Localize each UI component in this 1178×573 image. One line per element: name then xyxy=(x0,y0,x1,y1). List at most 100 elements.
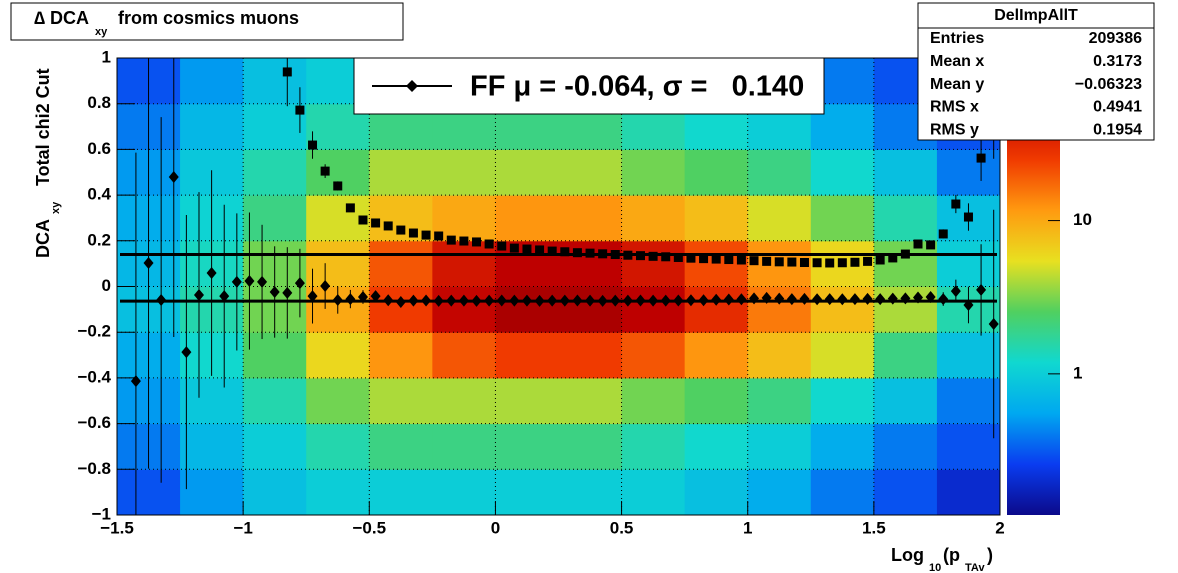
heat-cell xyxy=(684,332,749,379)
x-label: Log xyxy=(891,545,924,565)
sigma-marker xyxy=(686,253,696,263)
mean-marker xyxy=(723,293,734,306)
sigma-marker xyxy=(333,181,343,191)
heat-cell xyxy=(495,286,559,333)
mean-marker xyxy=(421,294,432,307)
heat-cell xyxy=(243,149,307,196)
mean-marker xyxy=(231,275,242,288)
mean-marker xyxy=(206,267,217,280)
mean-marker xyxy=(534,294,545,307)
heat-cell xyxy=(747,149,812,196)
mean-marker xyxy=(282,286,293,299)
sigma-marker xyxy=(459,236,469,246)
heat-cell xyxy=(810,423,875,470)
stats-title: DelImpAllT xyxy=(994,7,1078,24)
stats-key: Mean x xyxy=(930,53,984,70)
y-tick-label: −1 xyxy=(92,504,111,523)
mean-marker xyxy=(193,288,204,301)
sigma-marker xyxy=(812,258,822,268)
mean-marker xyxy=(900,292,911,305)
sigma-marker xyxy=(320,166,330,176)
stats-frame xyxy=(917,2,1155,141)
mean-marker xyxy=(938,293,949,306)
sigma-marker xyxy=(371,218,381,228)
heat-cell xyxy=(558,469,623,516)
sigma-marker xyxy=(585,248,595,258)
sigma-marker xyxy=(787,257,797,267)
heat-cell xyxy=(432,469,496,516)
heat-cell xyxy=(621,240,686,287)
title-box: ∆ DCA xy from cosmics muons xyxy=(10,2,404,41)
sigma-marker xyxy=(535,245,545,255)
sigma-marker xyxy=(736,255,746,265)
heat-cell xyxy=(873,377,938,425)
sigma-marker xyxy=(610,250,620,260)
mean-marker xyxy=(610,294,621,307)
y-axis-title: DCA xy Total chi2 Cut xyxy=(33,68,62,258)
mean-marker xyxy=(156,293,167,306)
sigma-marker xyxy=(572,248,582,258)
x-axis-title: Log 10 (p TAv ) xyxy=(891,545,993,573)
sigma-marker xyxy=(396,225,406,235)
mean-marker xyxy=(143,256,154,269)
heat-cell xyxy=(810,195,875,242)
y-tick-label: 0.4 xyxy=(87,185,111,204)
sigma-marker xyxy=(875,255,885,265)
sigma-marker xyxy=(825,258,835,268)
heat-cell xyxy=(558,195,623,242)
sigma-marker xyxy=(434,231,444,241)
mean-marker xyxy=(244,275,255,288)
heat-cell xyxy=(936,332,1001,379)
heat-cell xyxy=(747,377,812,425)
legend-label: FF μ = -0.064, σ = 0.140 xyxy=(470,71,804,103)
heat-cell xyxy=(684,195,749,242)
legend: FF μ = -0.064, σ = 0.140 xyxy=(353,57,825,115)
mean-marker xyxy=(660,294,671,307)
y-label: DCA xyxy=(33,219,53,258)
heat-cell xyxy=(243,58,307,105)
sigma-marker xyxy=(774,257,784,267)
sigma-marker xyxy=(547,246,557,256)
heat-cell xyxy=(495,377,559,425)
mean-marker xyxy=(408,294,419,307)
mean-marker xyxy=(345,293,356,306)
heat-cell xyxy=(684,423,749,470)
mean-marker xyxy=(257,275,268,288)
stats-key: RMS x xyxy=(930,99,979,116)
heat-cell xyxy=(432,377,496,425)
heat-cell xyxy=(747,423,812,470)
z-tick-label: 10 xyxy=(1073,210,1092,229)
x-label-subscript: TAv xyxy=(965,562,985,573)
heat-cell xyxy=(432,332,496,379)
mean-marker xyxy=(395,296,406,309)
y-tick-label: 1 xyxy=(102,47,111,66)
mean-marker xyxy=(799,292,810,305)
heat-cell xyxy=(810,332,875,379)
mean-marker xyxy=(332,293,343,306)
sigma-marker xyxy=(951,199,961,209)
x-label: ) xyxy=(987,545,993,565)
heat-cell xyxy=(936,149,1001,196)
heat-cell xyxy=(936,469,1001,516)
mean-marker xyxy=(685,294,696,307)
x-tick-label: 1.5 xyxy=(862,518,886,537)
mean-marker xyxy=(749,292,760,305)
stats-value: 0.1954 xyxy=(1093,121,1142,138)
heat-cell xyxy=(495,149,559,196)
heat-cell xyxy=(873,149,938,196)
mean-marker xyxy=(635,294,646,307)
y-tick-label: 0.2 xyxy=(87,230,111,249)
sigma-marker xyxy=(295,105,305,115)
sigma-marker xyxy=(724,255,734,265)
title-frame xyxy=(10,2,404,41)
mean-marker xyxy=(736,293,747,306)
y-label: Total chi2 Cut xyxy=(33,68,53,186)
heat-cell xyxy=(936,377,1001,425)
mean-marker xyxy=(875,293,886,306)
heat-cell xyxy=(621,332,686,379)
heat-cell xyxy=(432,423,496,470)
x-tick-label: −1 xyxy=(233,518,252,537)
heat-cell xyxy=(306,423,370,470)
sigma-marker xyxy=(863,256,873,266)
